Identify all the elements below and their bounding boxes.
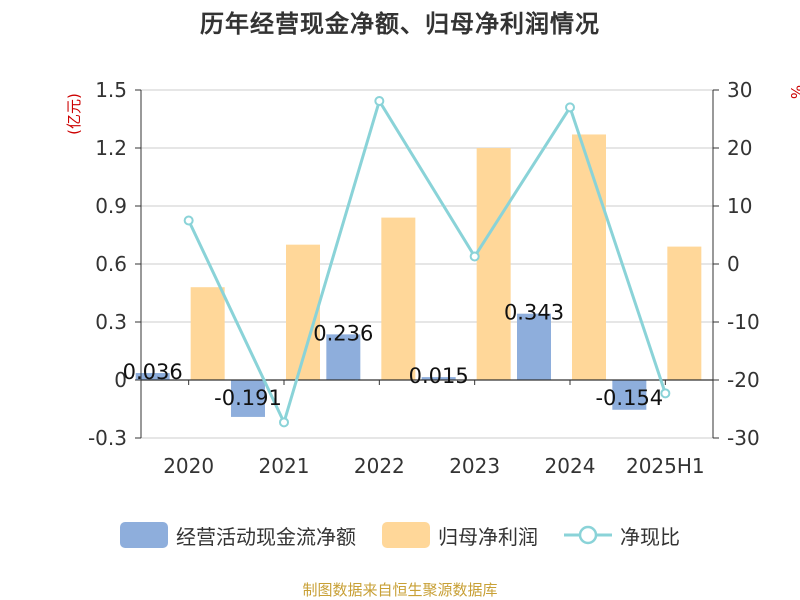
left-tick-label: 0.6 [95,252,127,276]
bars [135,134,702,417]
category-label: 2021 [259,454,310,478]
ratio-point [660,388,671,399]
data-label-operating-cash-flow: -0.191 [214,386,282,410]
right-tick-label: -10 [727,310,760,334]
left-tick-label: 0 [114,368,127,392]
ratio-line [183,96,671,428]
bar-net-profit [476,148,511,380]
source-note: 制图数据来自恒生聚源数据库 [302,581,498,599]
left-tick-label: 0.9 [95,194,127,218]
right-tick-label: -30 [727,426,760,450]
right-tick-label: -20 [727,368,760,392]
right-tick-label: 0 [727,252,740,276]
bar-operating-cash-flow [517,313,551,380]
bar-net-profit [381,217,416,380]
bar-operating-cash-flow [231,380,265,417]
ratio-line-path [187,99,667,424]
bar-operating-cash-flow [135,373,170,380]
legend-label-operating-cash-flow: 经营活动现金流净额 [176,524,356,549]
left-axis-unit: (亿元) [65,93,83,135]
category-label: 2022 [354,454,405,478]
right-tick-label: 30 [727,78,752,102]
left-tick-label: 1.5 [95,78,127,102]
category-label: 2025H1 [626,454,705,478]
bar-operating-cash-flow [421,377,456,380]
right-axis-unit: % [787,85,800,99]
data-label-operating-cash-flow: 0.343 [504,301,564,325]
ratio-line-swatch [564,525,612,545]
left-tick-label: 1.2 [95,136,127,160]
bar-operating-cash-flow [612,380,647,410]
operating-cash-flow-swatch [120,522,168,548]
bar-net-profit [667,246,702,380]
category-label: 2023 [449,454,500,478]
left-tick-label: 0.3 [95,310,127,334]
right-tick-label: 20 [727,136,752,160]
category-label: 2020 [163,454,214,478]
data-label-operating-cash-flow: -0.154 [595,386,663,410]
ratio-point [183,215,194,226]
data-labels: 0.036 -0.191 0.236 0.015 0.343 -0.154 [123,301,664,410]
right-tick-label: 10 [727,194,752,218]
ratio-point [565,102,575,113]
legend-item-net-profit[interactable]: 归母净利润 [382,521,538,550]
category-label: 2024 [545,454,596,478]
bar-net-profit [190,287,225,380]
legend-item-ratio[interactable]: 净现比 [564,521,680,550]
legend-item-operating-cash-flow[interactable]: 经营活动现金流净额 [120,521,356,550]
ratio-point [279,417,289,428]
legend-label-ratio: 净现比 [620,524,680,549]
ratio-point [469,251,480,262]
data-label-operating-cash-flow: 0.236 [313,321,373,345]
bar-operating-cash-flow [326,334,361,380]
data-label-operating-cash-flow: 0.036 [123,360,183,384]
bar-net-profit [572,134,606,380]
legend: 经营活动现金流净额 归母净利润 净现比 [0,517,800,553]
net-profit-swatch [382,522,430,548]
left-tick-label: -0.3 [88,426,127,450]
legend-label-net-profit: 归母净利润 [438,524,538,549]
chart-title: 历年经营现金净额、归母净利润情况 [200,10,600,38]
axes: -0.3 0 0.3 0.6 0.9 1.2 1.5 -30 -20 -10 0 10 20 30 2020… [88,78,760,478]
data-label-operating-cash-flow: 0.015 [409,364,469,388]
ratio-point [374,96,385,107]
